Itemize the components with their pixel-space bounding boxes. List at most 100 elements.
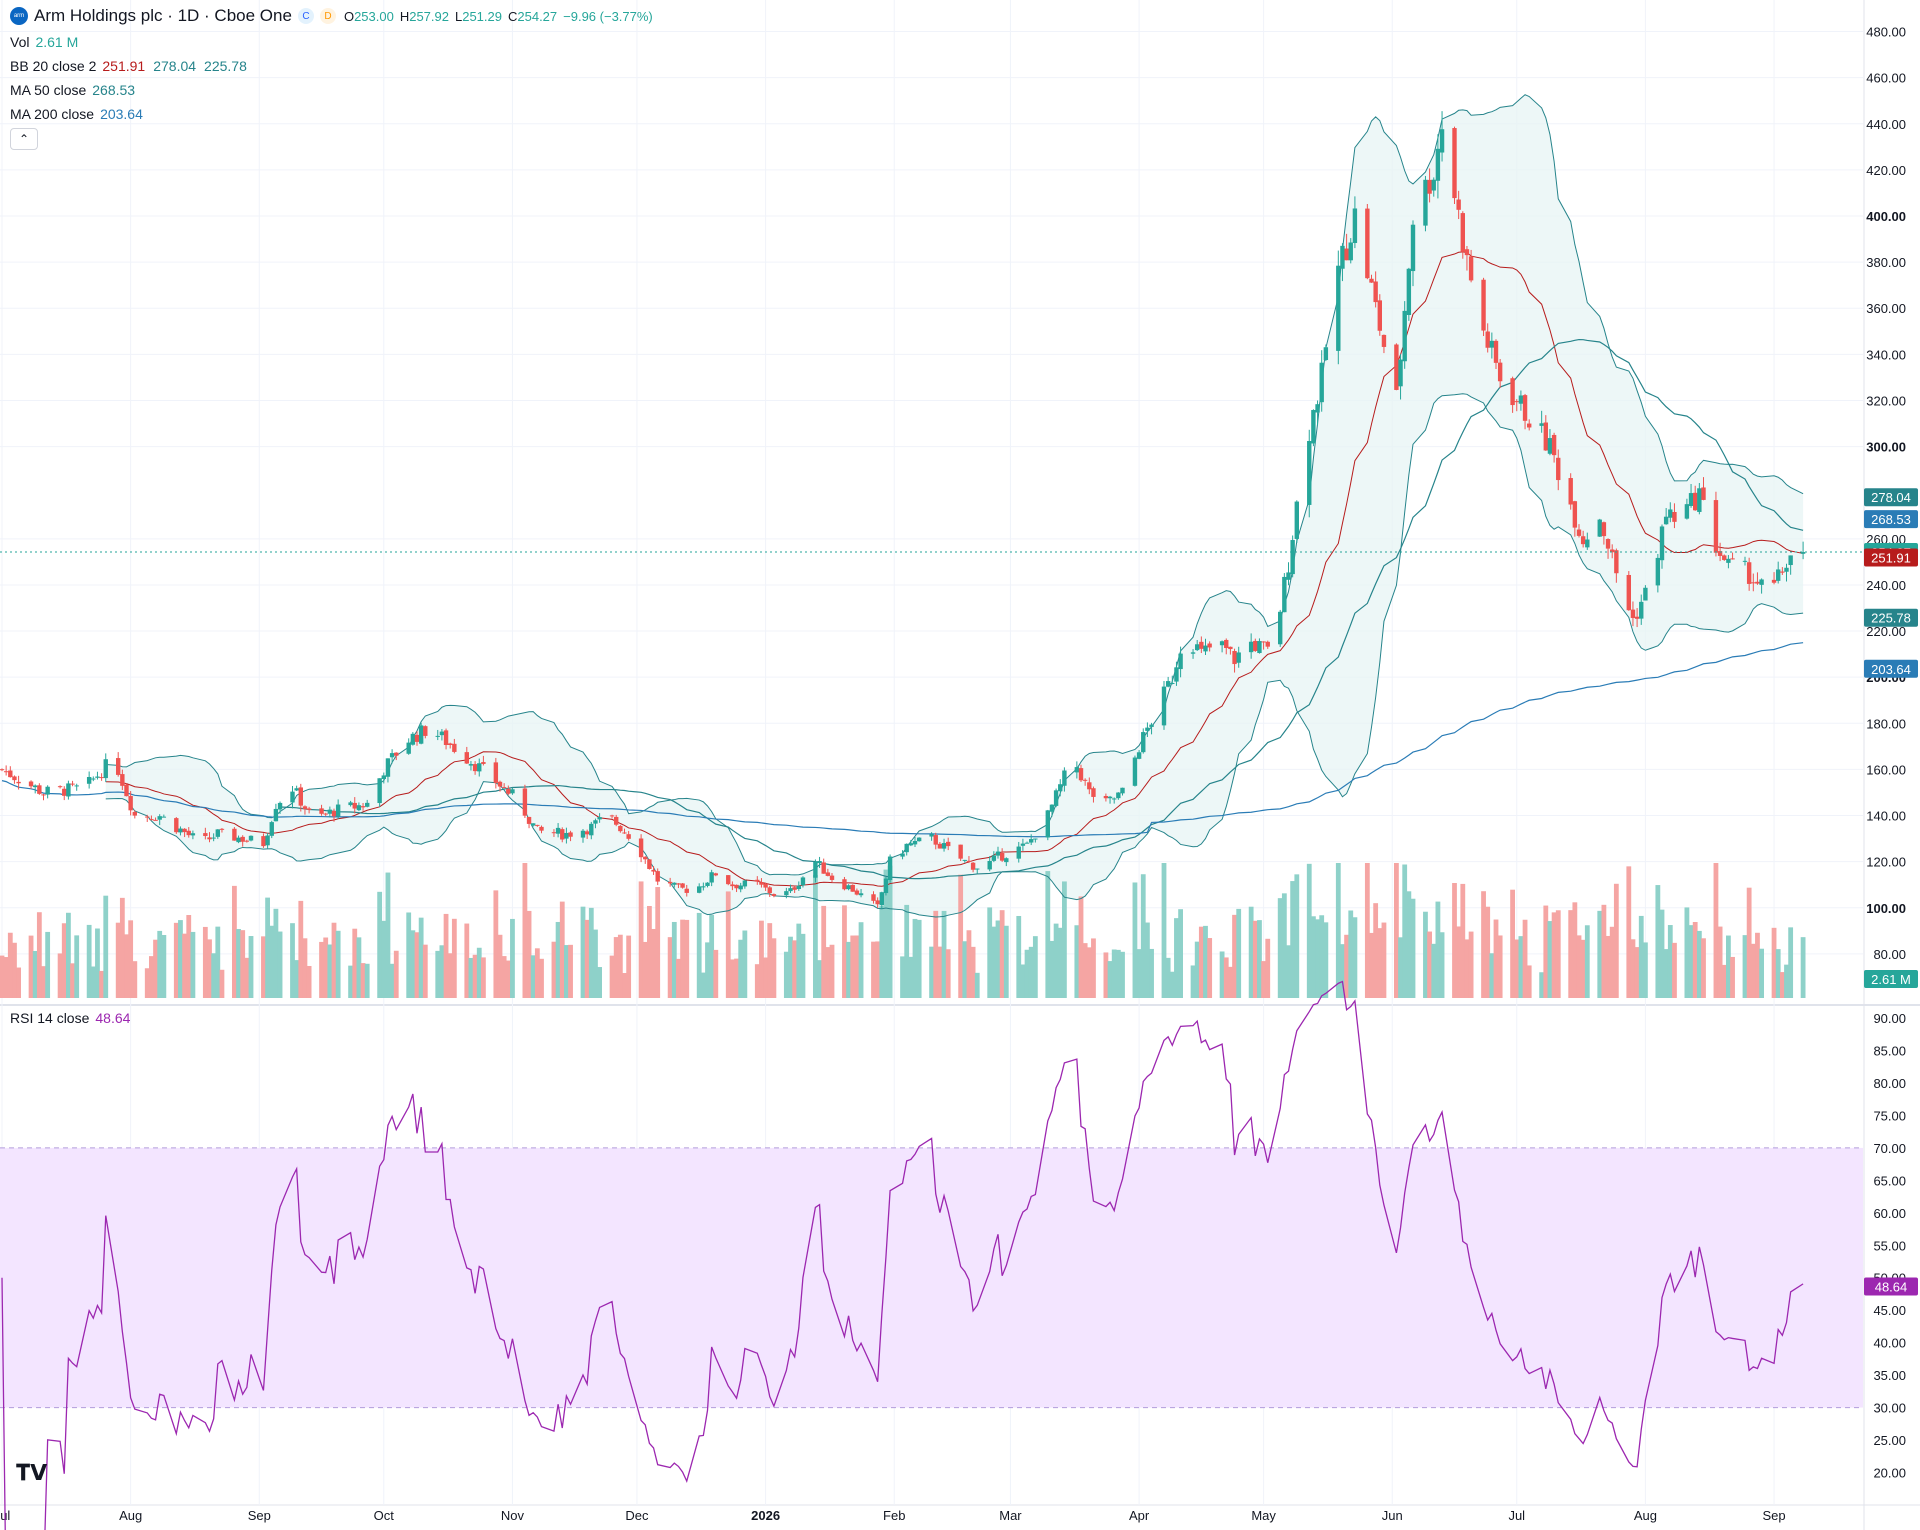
volume-bar xyxy=(1257,920,1262,998)
candle-body xyxy=(1452,128,1457,199)
volume-bar xyxy=(613,937,619,998)
candle-body xyxy=(323,813,328,815)
candle-body xyxy=(207,837,212,840)
ma50-legend[interactable]: MA 50 close 268.53 xyxy=(10,82,143,98)
candle-body xyxy=(1161,686,1167,726)
candle-body xyxy=(1410,224,1416,272)
volume-bar xyxy=(1236,908,1242,998)
volume-bar xyxy=(559,901,565,998)
market-closed-badge[interactable]: C xyxy=(297,8,314,24)
collapse-legend-button[interactable]: ⌃ xyxy=(10,128,38,150)
candle-body xyxy=(584,831,590,835)
volume-bar xyxy=(261,936,266,998)
candle-body xyxy=(879,892,884,905)
candle-body xyxy=(742,880,748,887)
candle-body xyxy=(1668,509,1673,518)
volume-bar xyxy=(929,946,934,998)
volume-bar xyxy=(1481,891,1486,998)
volume-bar xyxy=(348,965,353,998)
volume-bar xyxy=(66,912,71,998)
price-tick-label: 340.00 xyxy=(1866,347,1906,362)
volume-bar xyxy=(1161,863,1167,998)
candle-body xyxy=(1112,798,1117,800)
candle-body xyxy=(904,843,909,853)
rsi-legend[interactable]: RSI 14 close 48.64 xyxy=(10,1010,138,1026)
candle-body xyxy=(1489,340,1495,348)
candle-body xyxy=(1136,752,1142,759)
rsi-label: RSI 14 close xyxy=(10,1010,90,1026)
candle-body xyxy=(701,886,706,888)
volume-bar xyxy=(667,937,673,998)
price-label-text: 225.78 xyxy=(1871,611,1911,626)
volume-bar xyxy=(638,881,644,998)
volume-bar xyxy=(335,930,341,998)
volume-bar xyxy=(1638,915,1644,998)
rsi-tick-label: 60.00 xyxy=(1873,1206,1906,1221)
candle-body xyxy=(1614,550,1619,574)
volume-bar xyxy=(1032,936,1038,998)
volume-bar xyxy=(331,922,337,998)
volume-bar xyxy=(28,935,34,998)
rsi-tick-label: 35.00 xyxy=(1873,1368,1906,1383)
volume-bar xyxy=(352,928,358,998)
ma200-legend[interactable]: MA 200 close 203.64 xyxy=(10,106,151,122)
volume-bar xyxy=(1746,887,1752,998)
candle-body xyxy=(1074,767,1080,773)
volume-bar xyxy=(1584,925,1590,998)
volume-bar xyxy=(1290,881,1296,998)
volume-bar xyxy=(211,953,217,998)
volume-bar xyxy=(754,964,760,998)
volume-bar xyxy=(1377,928,1383,998)
candle-body xyxy=(560,829,565,840)
candle-body xyxy=(1377,300,1382,331)
rsi-tick-label: 30.00 xyxy=(1873,1401,1906,1416)
bb-legend[interactable]: BB 20 close 2 251.91 278.04 225.78 xyxy=(10,58,255,74)
candle-body xyxy=(655,871,660,882)
candle-body xyxy=(933,835,938,845)
volume-bar xyxy=(1111,949,1117,998)
volume-bar xyxy=(1576,935,1582,998)
volume-bar xyxy=(651,928,656,998)
candle-body xyxy=(1556,457,1561,481)
time-tick-label: Sep xyxy=(1762,1508,1785,1523)
candle-body xyxy=(8,770,13,778)
candle-body xyxy=(1170,682,1175,684)
candle-body xyxy=(3,771,9,773)
price-tick-label: 120.00 xyxy=(1866,855,1906,870)
candle-body xyxy=(651,869,656,872)
delayed-data-badge[interactable]: D xyxy=(319,8,336,24)
candle-body xyxy=(684,888,689,893)
candle-body xyxy=(1543,422,1548,451)
volume-bar xyxy=(1493,919,1499,998)
volume-bar xyxy=(676,958,681,998)
volume-bar xyxy=(974,972,980,998)
volume-legend[interactable]: Vol 2.61 M xyxy=(10,34,86,50)
candle-body xyxy=(1340,245,1345,269)
candle-body xyxy=(477,763,482,772)
volume-bar xyxy=(767,923,773,998)
rsi-tick-label: 20.00 xyxy=(1873,1466,1906,1481)
volume-bar xyxy=(1522,919,1528,998)
candle-body xyxy=(854,890,860,895)
volume-bar xyxy=(290,923,295,998)
candle-body xyxy=(1730,558,1735,560)
candle-body xyxy=(232,828,237,841)
volume-bar xyxy=(1277,898,1283,998)
candle-body xyxy=(676,883,681,885)
volume-bar xyxy=(269,925,275,998)
rsi-tick-label: 85.00 xyxy=(1873,1043,1906,1058)
volume-bar xyxy=(1062,881,1067,998)
candle-body xyxy=(389,753,395,758)
volume-bar xyxy=(584,919,590,998)
price-tick-label: 180.00 xyxy=(1866,716,1906,731)
price-tick-label: 220.00 xyxy=(1866,624,1906,639)
time-tick-label: May xyxy=(1251,1508,1276,1523)
volume-bar xyxy=(1701,938,1706,998)
tradingview-logo-icon[interactable]: 𝐓𝗩 xyxy=(16,1460,48,1485)
candle-body xyxy=(788,888,793,892)
price-tick-label: 140.00 xyxy=(1866,809,1906,824)
candle-body xyxy=(1485,331,1490,348)
candle-body xyxy=(128,796,133,811)
symbol-title[interactable]: Arm Holdings plc · 1D · Cboe One xyxy=(34,6,292,25)
